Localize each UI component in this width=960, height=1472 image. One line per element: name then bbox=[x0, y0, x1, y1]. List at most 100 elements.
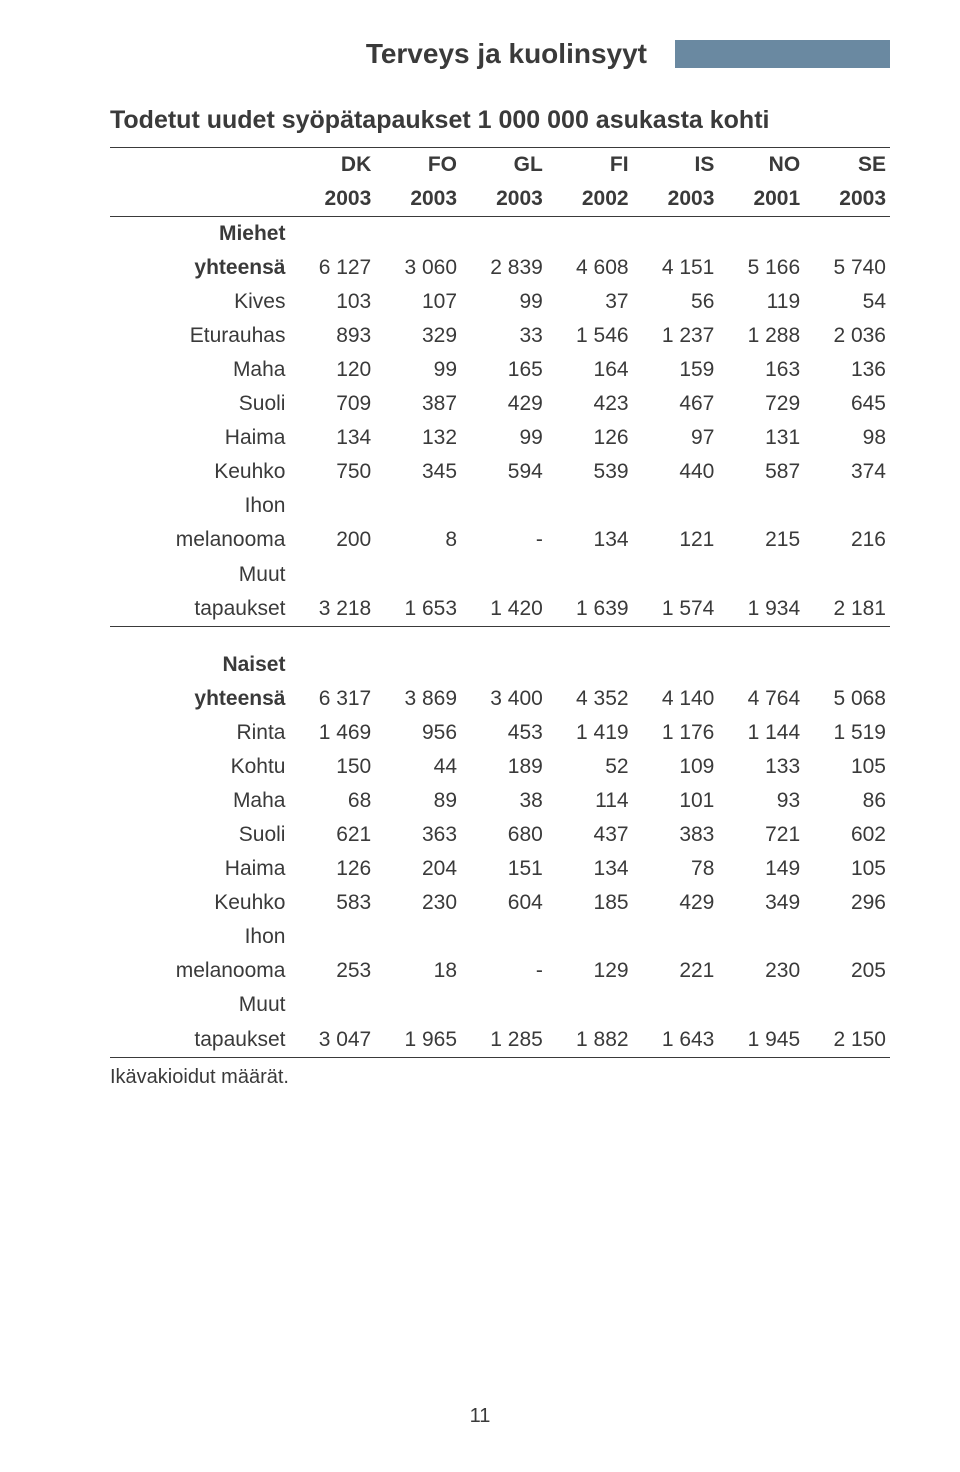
table-row: Keuhko583230604185429349296 bbox=[110, 886, 890, 920]
col-header: DK bbox=[289, 148, 375, 183]
table-row: Maha6889381141019386 bbox=[110, 784, 890, 818]
row-label: Rinta bbox=[110, 716, 289, 750]
row-label: tapaukset bbox=[110, 592, 289, 627]
cell-value: - bbox=[461, 954, 547, 988]
cell-value: 345 bbox=[375, 455, 461, 489]
cell-value: 126 bbox=[289, 852, 375, 886]
cell-value: 37 bbox=[547, 285, 633, 319]
row-label: Keuhko bbox=[110, 455, 289, 489]
cell-value: 621 bbox=[289, 818, 375, 852]
row-label: melanooma bbox=[110, 523, 289, 557]
cell-value: 38 bbox=[461, 784, 547, 818]
cell-value: 1 546 bbox=[547, 319, 633, 353]
cell-value: 2 181 bbox=[804, 592, 890, 627]
cell-value: 5 166 bbox=[718, 251, 804, 285]
page-number: 11 bbox=[0, 1405, 960, 1428]
cell-value: 2 839 bbox=[461, 251, 547, 285]
cell-value: 97 bbox=[633, 421, 719, 455]
cell-value: 329 bbox=[375, 319, 461, 353]
cell-value: 680 bbox=[461, 818, 547, 852]
cell-value: 602 bbox=[804, 818, 890, 852]
cell-value: 151 bbox=[461, 852, 547, 886]
cell-value: 114 bbox=[547, 784, 633, 818]
cell-value: 159 bbox=[633, 353, 719, 387]
cell-value: 349 bbox=[718, 886, 804, 920]
page: Terveys ja kuolinsyyt Todetut uudet syöp… bbox=[0, 0, 960, 1472]
cell-value: 56 bbox=[633, 285, 719, 319]
cell-value: 374 bbox=[804, 455, 890, 489]
table-row: Kohtu1504418952109133105 bbox=[110, 750, 890, 784]
cell-value: 164 bbox=[547, 353, 633, 387]
cell-value: 729 bbox=[718, 387, 804, 421]
cell-value: 1 420 bbox=[461, 592, 547, 627]
cell-value: 604 bbox=[461, 886, 547, 920]
cell-value: 8 bbox=[375, 523, 461, 557]
cell-value: 4 151 bbox=[633, 251, 719, 285]
cell-value: 107 bbox=[375, 285, 461, 319]
cell-value: 1 639 bbox=[547, 592, 633, 627]
table-row: Kives10310799375611954 bbox=[110, 285, 890, 319]
row-label: Muut bbox=[110, 988, 289, 1022]
table-row: melanooma2008-134121215216 bbox=[110, 523, 890, 557]
cell-value: 215 bbox=[718, 523, 804, 557]
row-label: Eturauhas bbox=[110, 319, 289, 353]
cell-value: 594 bbox=[461, 455, 547, 489]
cell-value: 120 bbox=[289, 353, 375, 387]
cell-value: 163 bbox=[718, 353, 804, 387]
cell-value: 387 bbox=[375, 387, 461, 421]
row-label: Kives bbox=[110, 285, 289, 319]
cell-value: 68 bbox=[289, 784, 375, 818]
table-row: Haima12620415113478149105 bbox=[110, 852, 890, 886]
cell-value: 587 bbox=[718, 455, 804, 489]
row-label: Naiset bbox=[110, 626, 289, 682]
cell-value: 89 bbox=[375, 784, 461, 818]
cell-value: 1 653 bbox=[375, 592, 461, 627]
cell-value: 33 bbox=[461, 319, 547, 353]
table-row: melanooma25318-129221230205 bbox=[110, 954, 890, 988]
cell-value: 230 bbox=[718, 954, 804, 988]
cell-value: 200 bbox=[289, 523, 375, 557]
cell-value: 105 bbox=[804, 750, 890, 784]
cell-value: 44 bbox=[375, 750, 461, 784]
col-header: GL bbox=[461, 148, 547, 183]
cell-value: 136 bbox=[804, 353, 890, 387]
cell-value: 189 bbox=[461, 750, 547, 784]
cell-value: 4 140 bbox=[633, 682, 719, 716]
cell-value: 134 bbox=[547, 523, 633, 557]
col-header: FO bbox=[375, 148, 461, 183]
row-label: Keuhko bbox=[110, 886, 289, 920]
category-bar-icon bbox=[675, 40, 890, 68]
cell-value: 18 bbox=[375, 954, 461, 988]
cell-value: 440 bbox=[633, 455, 719, 489]
cell-value: 3 218 bbox=[289, 592, 375, 627]
row-label: Haima bbox=[110, 852, 289, 886]
section-heading: Naiset bbox=[110, 626, 890, 682]
row-label: Kohtu bbox=[110, 750, 289, 784]
category-header: Terveys ja kuolinsyyt bbox=[110, 38, 890, 70]
cell-value: 109 bbox=[633, 750, 719, 784]
cell-value: 230 bbox=[375, 886, 461, 920]
cell-value: 6 317 bbox=[289, 682, 375, 716]
col-year: 2003 bbox=[633, 182, 719, 217]
cell-value: 1 934 bbox=[718, 592, 804, 627]
cell-value: 93 bbox=[718, 784, 804, 818]
row-label: Maha bbox=[110, 784, 289, 818]
cell-value: 437 bbox=[547, 818, 633, 852]
cell-value: 1 574 bbox=[633, 592, 719, 627]
cell-value: 429 bbox=[461, 387, 547, 421]
table-row: Rinta1 4699564531 4191 1761 1441 519 bbox=[110, 716, 890, 750]
cell-value: 4 608 bbox=[547, 251, 633, 285]
cell-value: 1 176 bbox=[633, 716, 719, 750]
table-row: Maha12099165164159163136 bbox=[110, 353, 890, 387]
row-label: Suoli bbox=[110, 387, 289, 421]
cell-value: 583 bbox=[289, 886, 375, 920]
col-header: IS bbox=[633, 148, 719, 183]
table-title: Todetut uudet syöpätapaukset 1 000 000 a… bbox=[110, 106, 890, 135]
section-heading: yhteensä6 1273 0602 8394 6084 1515 1665 … bbox=[110, 251, 890, 285]
cell-value: 721 bbox=[718, 818, 804, 852]
cell-value: 3 060 bbox=[375, 251, 461, 285]
cell-value: 129 bbox=[547, 954, 633, 988]
cell-value: 134 bbox=[289, 421, 375, 455]
cell-value: 5 068 bbox=[804, 682, 890, 716]
cell-value: 3 400 bbox=[461, 682, 547, 716]
